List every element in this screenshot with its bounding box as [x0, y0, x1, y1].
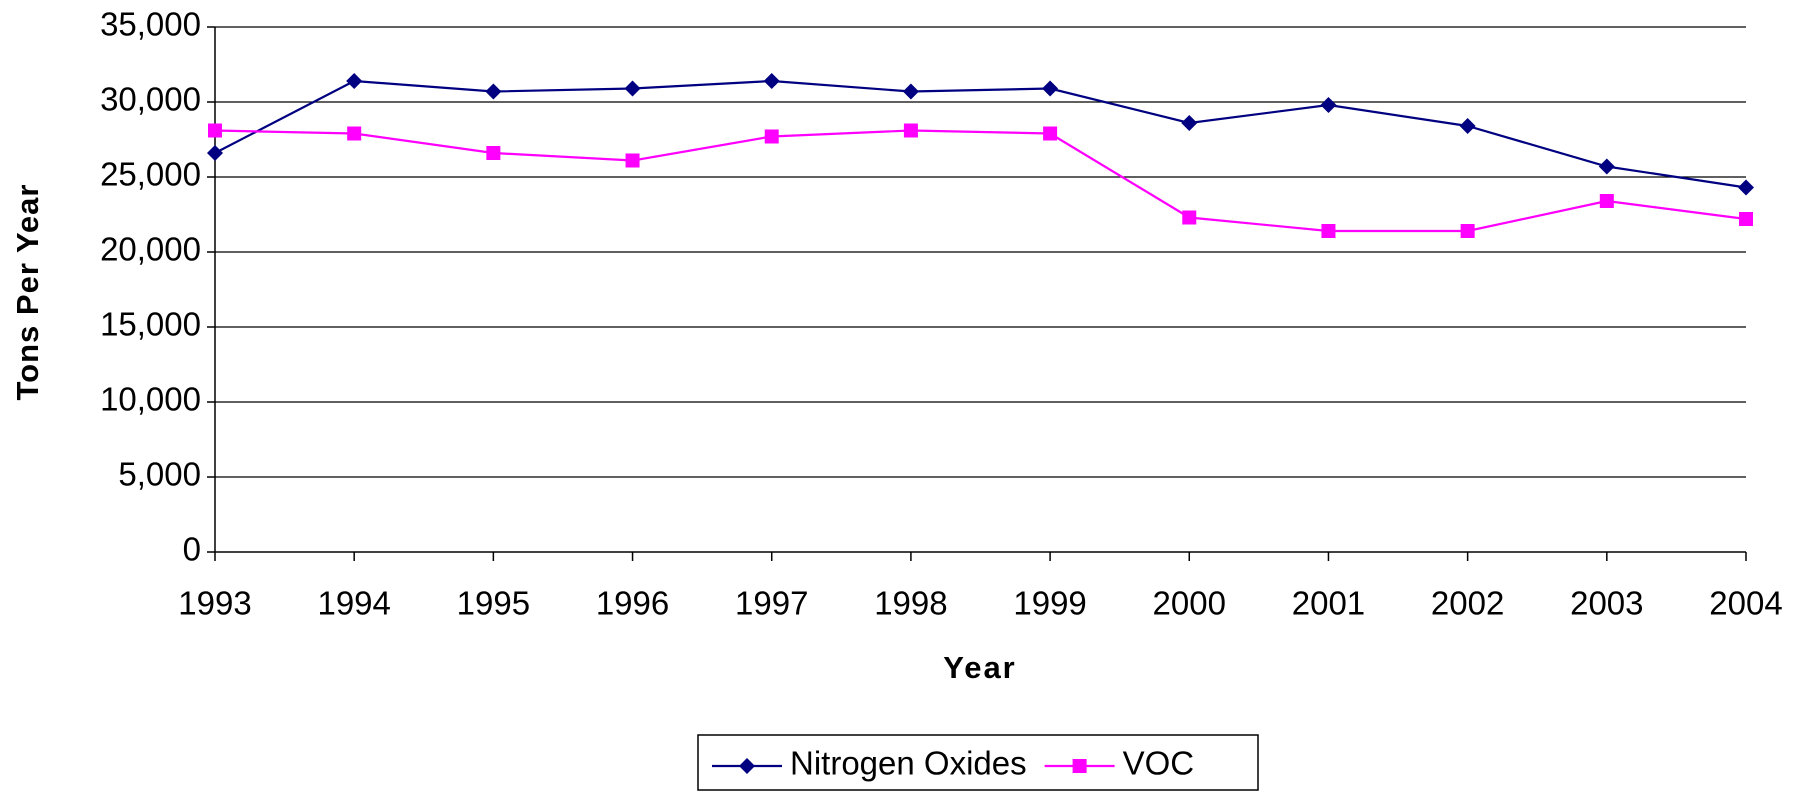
y-tick-label: 35,000 — [100, 6, 201, 43]
x-tick-label: 2004 — [1709, 585, 1782, 622]
x-tick-label: 1997 — [735, 585, 808, 622]
marker — [1043, 126, 1058, 141]
legend: Nitrogen Oxides VOC — [697, 734, 1259, 791]
marker — [1321, 224, 1336, 238]
marker — [207, 145, 223, 161]
y-tick-label: 10,000 — [100, 381, 201, 418]
marker — [763, 73, 780, 89]
series-line — [214, 79, 1747, 189]
marker — [1320, 97, 1337, 113]
legend-box — [697, 734, 1259, 791]
y-tick-label: 20,000 — [100, 231, 201, 268]
series-line — [214, 129, 1747, 233]
x-tick-label: 1996 — [596, 585, 669, 622]
y-tick-label: 0 — [183, 531, 201, 568]
y-tick-label: 15,000 — [100, 306, 201, 343]
y-tick-label: 30,000 — [100, 81, 201, 118]
x-tick-label: 2000 — [1153, 585, 1226, 622]
x-tick-label: 1995 — [457, 585, 530, 622]
marker — [1599, 194, 1614, 208]
marker — [486, 146, 501, 160]
marker — [485, 83, 502, 100]
marker — [1459, 118, 1476, 134]
y-axis-title: Tons Per Year — [10, 184, 45, 401]
marker — [1460, 224, 1475, 238]
marker — [764, 129, 779, 144]
marker — [903, 123, 918, 138]
marker — [625, 153, 640, 168]
x-axis-title: Year — [943, 650, 1017, 685]
x-tick-label: 1994 — [317, 585, 390, 622]
y-tick-label: 25,000 — [100, 156, 201, 193]
marker — [1042, 80, 1059, 97]
marker — [1072, 759, 1087, 773]
legend-label: VOC — [1123, 745, 1195, 782]
marker — [624, 80, 641, 97]
marker — [739, 758, 755, 774]
marker — [208, 123, 222, 138]
x-tick-label: 2003 — [1570, 585, 1643, 622]
marker — [902, 83, 919, 100]
x-tick-label: 1993 — [178, 585, 251, 622]
marker — [347, 126, 362, 141]
marker — [1598, 158, 1615, 175]
x-tick-label: 2002 — [1431, 585, 1504, 622]
x-tick-label: 1999 — [1013, 585, 1086, 622]
x-tick-label: 2001 — [1292, 585, 1365, 622]
x-tick-label: 1998 — [874, 585, 947, 622]
marker — [1181, 115, 1198, 131]
marker — [1738, 179, 1754, 196]
marker — [1182, 210, 1197, 225]
marker — [346, 73, 363, 89]
marker — [1739, 212, 1753, 226]
y-tick-label: 5,000 — [118, 456, 201, 493]
legend-label: Nitrogen Oxides — [790, 745, 1027, 782]
